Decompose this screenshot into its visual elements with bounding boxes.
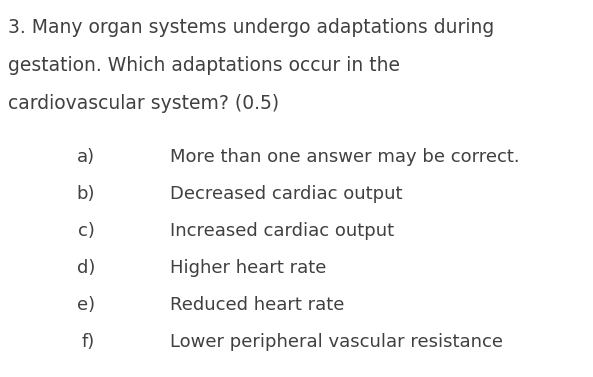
- Text: Increased cardiac output: Increased cardiac output: [170, 222, 394, 240]
- Text: b): b): [76, 185, 95, 203]
- Text: c): c): [78, 222, 95, 240]
- Text: Higher heart rate: Higher heart rate: [170, 259, 326, 277]
- Text: a): a): [77, 148, 95, 166]
- Text: gestation. Which adaptations occur in the: gestation. Which adaptations occur in th…: [8, 56, 400, 75]
- Text: d): d): [76, 259, 95, 277]
- Text: More than one answer may be correct.: More than one answer may be correct.: [170, 148, 519, 166]
- Text: Lower peripheral vascular resistance: Lower peripheral vascular resistance: [170, 333, 503, 351]
- Text: f): f): [82, 333, 95, 351]
- Text: Reduced heart rate: Reduced heart rate: [170, 296, 345, 314]
- Text: 3. Many organ systems undergo adaptations during: 3. Many organ systems undergo adaptation…: [8, 18, 494, 37]
- Text: cardiovascular system? (0.5): cardiovascular system? (0.5): [8, 94, 279, 113]
- Text: e): e): [77, 296, 95, 314]
- Text: Decreased cardiac output: Decreased cardiac output: [170, 185, 403, 203]
